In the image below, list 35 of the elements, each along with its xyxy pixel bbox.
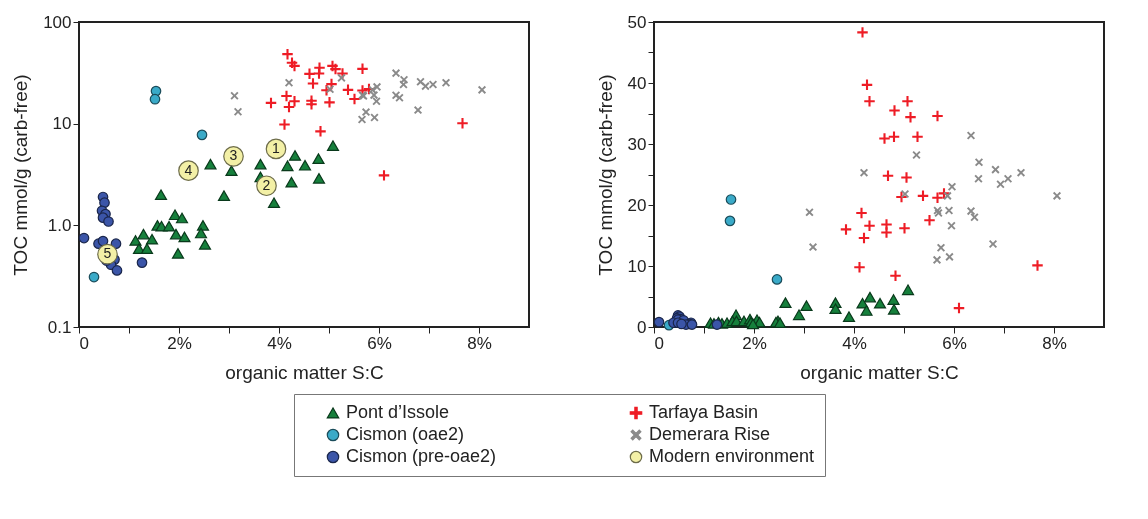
- annotation: 2: [262, 176, 271, 193]
- y-tick-label: 1.0: [47, 215, 72, 235]
- y-axis-title: TOC mmol/g (carb-free): [10, 74, 32, 276]
- annotation: 4: [184, 161, 193, 178]
- y-tick-label: 30: [627, 134, 647, 154]
- legend-label: Tarfaya Basin: [649, 402, 759, 422]
- x-tick-label: 8%: [1042, 333, 1067, 353]
- annotation: 5: [103, 245, 112, 262]
- x-axis-title: organic matter S:C: [225, 361, 384, 383]
- x-tick-label: 4%: [842, 333, 867, 353]
- x-tick-label: 2%: [167, 333, 192, 353]
- y-tick-label: 0: [637, 317, 647, 337]
- legend-label: Demerara Rise: [649, 424, 771, 444]
- x-axis-title: organic matter S:C: [800, 361, 959, 383]
- x-tick-label: 6%: [367, 333, 392, 353]
- y-tick-label: 40: [627, 73, 647, 93]
- x-tick-label: 2%: [742, 333, 767, 353]
- legend-label: Cismon (pre-oae2): [346, 446, 497, 466]
- y-tick-label: 10: [52, 114, 72, 134]
- x-tick-label: 6%: [942, 333, 967, 353]
- x-tick-label: 8%: [467, 333, 492, 353]
- legend-label: Modern environment: [649, 446, 815, 466]
- x-tick-label: 0: [654, 333, 664, 353]
- annotation: 1: [272, 139, 281, 156]
- x-tick-label: 4%: [267, 333, 292, 353]
- legend-label: Cismon (oae2): [346, 424, 465, 444]
- y-tick-label: 20: [627, 195, 647, 215]
- annotation: 3: [229, 147, 238, 164]
- y-tick-label: 50: [627, 12, 647, 32]
- y-tick-label: 100: [43, 12, 72, 32]
- x-tick-label: 0: [79, 333, 89, 353]
- y-axis-title: TOC mmol/g (carb-free): [594, 74, 616, 276]
- y-tick-label: 10: [627, 256, 647, 276]
- legend-label: Pont d’Issole: [346, 402, 450, 422]
- y-tick-label: 0.1: [47, 317, 72, 337]
